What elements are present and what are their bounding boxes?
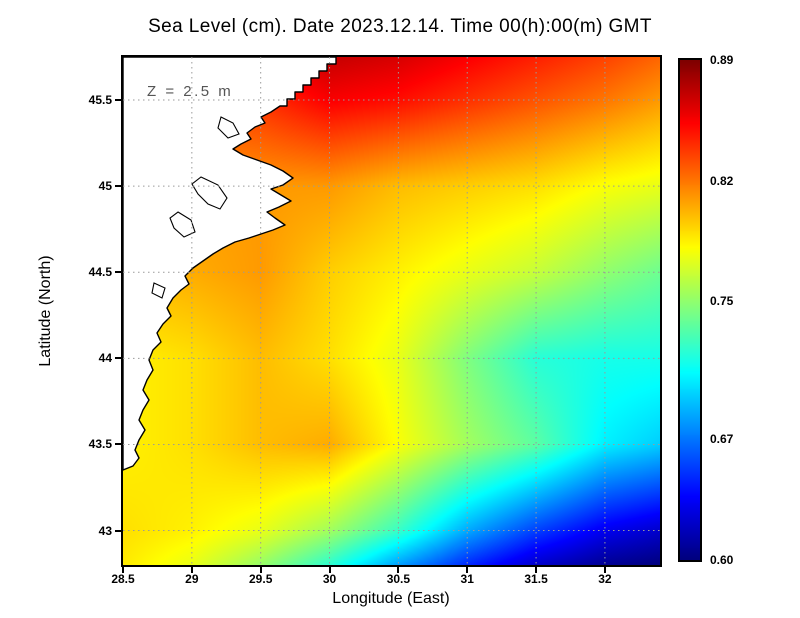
depth-annotation: Z = 2.5 m (147, 83, 234, 100)
x-tick-mark (190, 567, 193, 573)
colorbar-label: 0.75 (710, 294, 734, 309)
y-tick-label: 44 (98, 351, 112, 366)
chart-title: Sea Level (cm). Date 2023.12.14. Time 00… (148, 16, 652, 37)
lagoon-lake (217, 116, 240, 139)
x-tick-label: 28.5 (111, 572, 135, 586)
x-tick-label: 31 (460, 572, 474, 586)
colorbar-label: 0.82 (710, 173, 734, 188)
y-tick-mark (115, 99, 121, 102)
x-tick-mark (259, 567, 262, 573)
y-tick-label: 43.5 (88, 437, 112, 452)
plot-area: Z = 2.5 m (121, 55, 662, 567)
y-tick-label: 45 (98, 179, 112, 194)
colorbar-label: 0.60 (710, 553, 734, 567)
y-tick-mark (115, 443, 121, 446)
map-overlay (123, 57, 660, 565)
x-tick-mark (466, 567, 469, 573)
y-tick-mark (115, 529, 121, 532)
x-tick-label: 30.5 (386, 572, 411, 586)
y-tick-label: 44.5 (88, 265, 112, 280)
x-tick-mark (535, 567, 538, 573)
x-tick-label: 31.5 (524, 572, 548, 586)
x-tick-label: 32 (598, 572, 612, 586)
y-axis-label: Latitude (North) (37, 255, 54, 367)
x-tick-label: 30 (322, 572, 337, 586)
land-coastline (123, 57, 337, 471)
x-tick-label: 29 (185, 572, 199, 586)
colorbar (678, 58, 702, 562)
y-tick-label: 45.5 (88, 93, 112, 108)
y-tick-mark (115, 357, 121, 360)
x-tick-mark (122, 567, 124, 573)
lagoon-lake (169, 211, 196, 238)
x-tick-mark (328, 567, 331, 573)
lagoon-lake (151, 282, 166, 299)
y-tick-mark (115, 185, 121, 188)
colorbar-label: 0.67 (710, 432, 734, 447)
y-tick-label: 43 (98, 523, 112, 538)
colorbar-label: 0.89 (710, 53, 734, 67)
x-tick-label: 29.5 (249, 572, 273, 586)
y-tick-mark (115, 271, 121, 274)
x-tick-mark (397, 567, 400, 573)
x-axis-label: Longitude (East) (332, 590, 450, 607)
colorbar-canvas (680, 60, 700, 560)
x-tick-mark (603, 567, 606, 573)
